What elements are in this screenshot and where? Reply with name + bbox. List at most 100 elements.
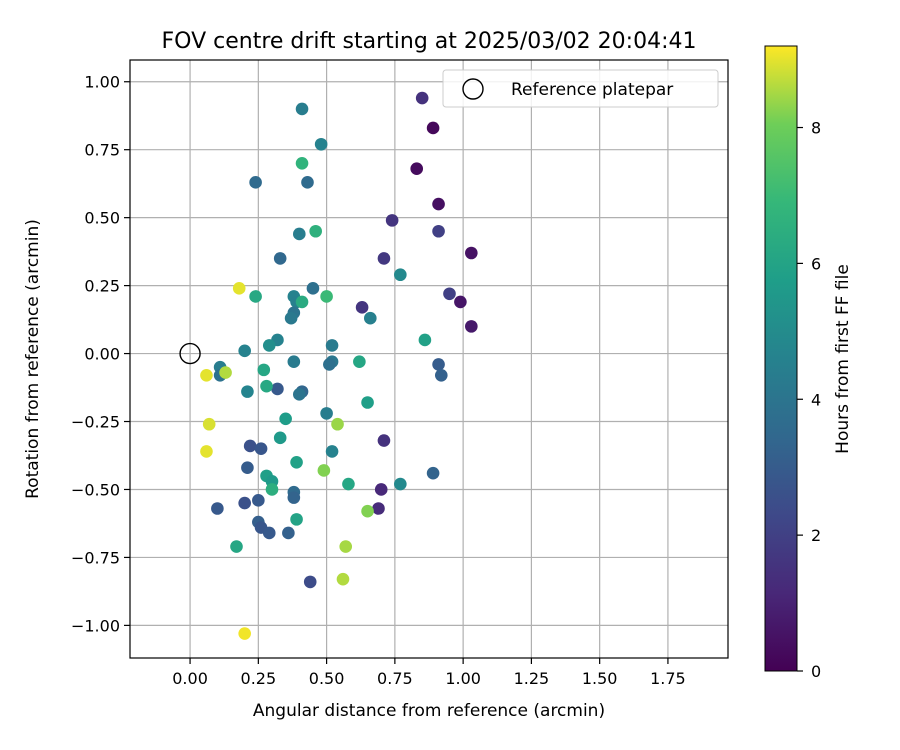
- legend-label: Reference platepar: [511, 80, 673, 100]
- data-point: [465, 320, 478, 333]
- y-tick-label: −0.75: [71, 548, 120, 567]
- data-point: [363, 311, 377, 325]
- data-point: [306, 282, 320, 295]
- data-point: [454, 295, 467, 309]
- data-point: [320, 290, 333, 303]
- data-point: [271, 382, 284, 396]
- plot-background: [130, 60, 728, 658]
- colorbar-tick-label: 0: [811, 662, 821, 681]
- y-tick-label: 0.25: [84, 277, 120, 296]
- colorbar-tick-label: 4: [811, 390, 821, 409]
- data-point: [426, 466, 440, 480]
- data-point: [238, 344, 251, 358]
- data-point: [385, 214, 399, 227]
- legend-marker: [462, 78, 484, 100]
- data-point: [295, 295, 309, 309]
- y-tick-label: −0.50: [71, 480, 120, 499]
- data-point: [219, 366, 232, 379]
- data-point: [317, 464, 331, 477]
- data-point: [249, 290, 262, 303]
- data-points: [200, 91, 478, 640]
- colorbar: 0 2 4 6 8 Hours from first FF file: [764, 45, 853, 681]
- x-tick-label: 0.25: [241, 669, 277, 688]
- data-point: [432, 358, 445, 371]
- data-point: [426, 121, 440, 135]
- data-point: [282, 526, 295, 540]
- data-point: [262, 526, 276, 540]
- y-axis-label: Rotation from reference (arcmin): [23, 219, 43, 499]
- reference-marker: [179, 342, 201, 365]
- data-point: [287, 491, 301, 504]
- data-point: [238, 627, 251, 640]
- data-point: [254, 442, 268, 456]
- data-point: [292, 388, 306, 401]
- data-point: [230, 540, 243, 553]
- data-point: [252, 494, 265, 507]
- data-point: [292, 227, 306, 241]
- data-point: [434, 369, 448, 382]
- data-point: [342, 477, 355, 491]
- data-point: [200, 369, 213, 382]
- data-point: [200, 445, 213, 458]
- data-point: [418, 333, 432, 347]
- data-point: [202, 417, 216, 431]
- data-point: [377, 252, 391, 265]
- data-point: [374, 483, 388, 496]
- colorbar-tick-label: 8: [811, 119, 821, 138]
- data-point: [211, 502, 224, 515]
- y-tick-label: 1.00: [84, 73, 120, 92]
- y-tick-label: −0.25: [71, 413, 120, 432]
- data-point: [284, 311, 298, 325]
- colorbar-tick-label: 6: [811, 254, 821, 273]
- data-point: [336, 572, 350, 586]
- data-point: [273, 252, 287, 265]
- data-point: [301, 176, 314, 189]
- data-point: [243, 439, 257, 453]
- data-point: [241, 461, 254, 475]
- data-point: [290, 455, 303, 469]
- x-tick-label: 0.00: [172, 669, 208, 688]
- data-point: [262, 339, 276, 352]
- colorbar-label: Hours from first FF file: [833, 264, 853, 454]
- plot-frame: [129, 59, 729, 659]
- y-tick-label: 0.00: [84, 345, 120, 364]
- colorbar-gradient: [764, 45, 798, 672]
- data-point: [372, 502, 385, 515]
- data-point: [320, 407, 333, 420]
- x-tick-label: 1.75: [650, 669, 686, 688]
- data-point: [339, 540, 353, 553]
- data-point: [361, 504, 374, 518]
- legend: Reference platepar: [442, 69, 719, 108]
- data-point: [257, 363, 271, 377]
- x-tick-label: 1.50: [582, 669, 618, 688]
- data-point: [273, 431, 287, 445]
- data-point: [415, 91, 429, 105]
- data-point: [309, 224, 322, 238]
- x-tick-label: 0.50: [309, 669, 345, 688]
- y-axis-ticks: 1.00 0.75 0.50 0.25 0.00 −0.25 −0.50 −0.75 −1.00: [71, 73, 130, 635]
- data-point: [353, 355, 366, 369]
- colorbar-ticks: 0 2 4 6 8: [797, 119, 821, 681]
- grid: [130, 60, 728, 658]
- data-point: [465, 246, 478, 260]
- data-point: [249, 176, 262, 189]
- data-point: [287, 355, 301, 369]
- data-point: [232, 282, 246, 295]
- y-tick-label: −1.00: [71, 616, 120, 635]
- chart-title: FOV centre drift starting at 2025/03/02 …: [162, 29, 697, 54]
- data-point: [331, 417, 344, 431]
- data-point: [325, 445, 339, 458]
- data-point: [432, 197, 445, 211]
- x-tick-label: 0.75: [377, 669, 413, 688]
- data-point: [238, 496, 251, 510]
- data-point: [355, 301, 369, 314]
- colorbar-tick-label: 2: [811, 526, 821, 545]
- plot-area: 0.00 0.25 0.50 0.75 1.00 1.25 1.50 1.75 1.00 0.7…: [71, 59, 729, 688]
- data-point: [290, 513, 303, 526]
- data-point: [443, 287, 456, 301]
- data-point: [303, 575, 317, 589]
- data-point: [260, 379, 273, 393]
- data-point: [377, 434, 391, 447]
- data-point: [432, 224, 445, 238]
